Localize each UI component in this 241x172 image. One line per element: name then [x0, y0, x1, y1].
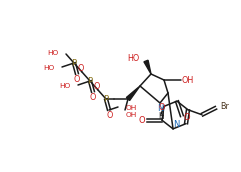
Text: HO: HO — [59, 83, 70, 89]
Text: N: N — [173, 120, 179, 129]
Text: O: O — [184, 113, 190, 122]
Text: OH: OH — [126, 112, 137, 118]
Text: N: N — [157, 104, 163, 113]
Text: P: P — [103, 94, 108, 104]
Text: O: O — [94, 82, 100, 90]
Text: Br: Br — [221, 102, 229, 111]
Text: O: O — [78, 63, 84, 73]
Text: OH: OH — [182, 76, 194, 84]
Text: O: O — [74, 74, 80, 83]
Polygon shape — [126, 86, 140, 100]
Text: O: O — [139, 116, 145, 125]
Text: HO: HO — [43, 65, 54, 71]
Text: P: P — [87, 77, 93, 85]
Text: H: H — [158, 112, 164, 121]
Text: HO: HO — [47, 50, 58, 56]
Polygon shape — [144, 60, 151, 74]
Text: O: O — [107, 110, 113, 120]
Text: P: P — [71, 58, 77, 67]
Text: O: O — [90, 93, 96, 101]
Text: O: O — [159, 103, 165, 111]
Text: HO: HO — [127, 53, 139, 62]
Text: OH: OH — [126, 105, 137, 111]
